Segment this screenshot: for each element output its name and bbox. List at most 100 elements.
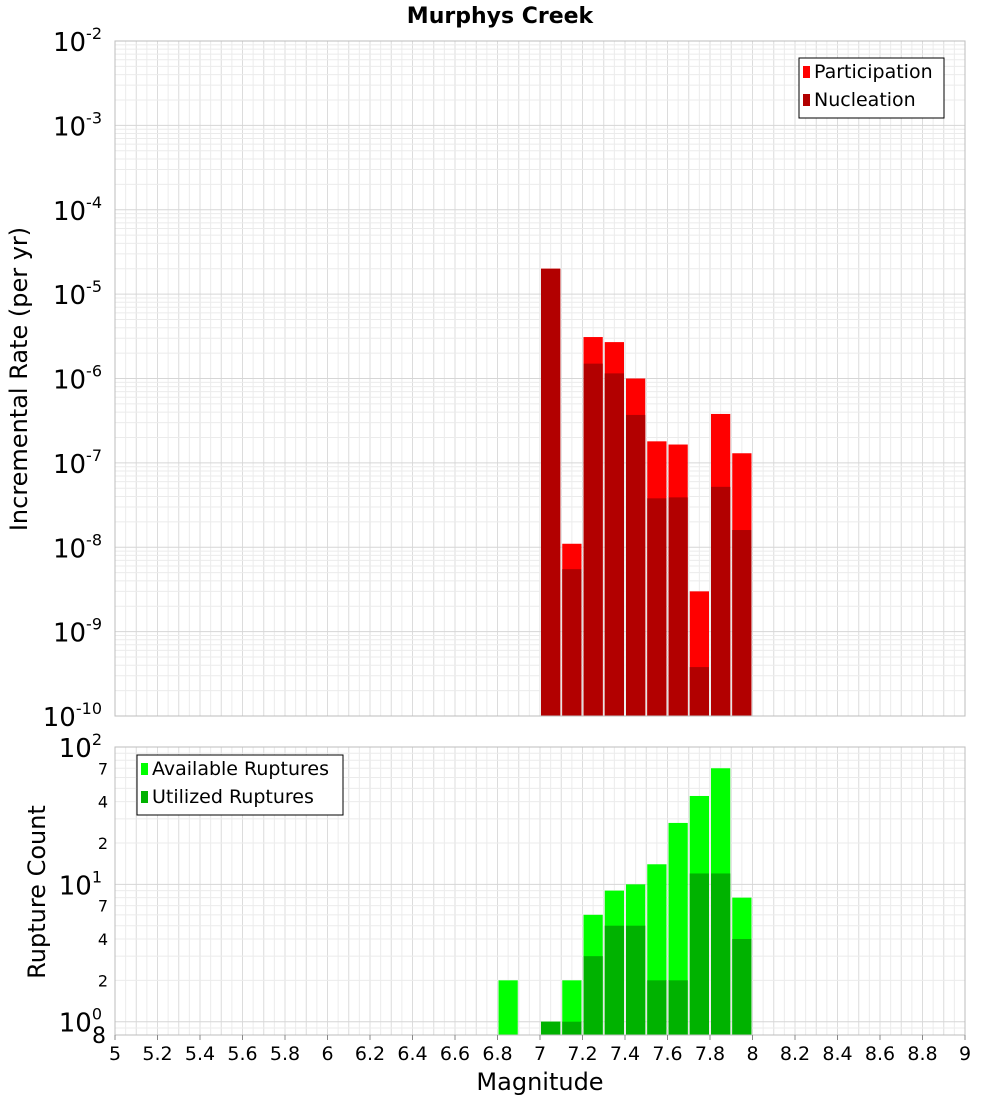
bottom-y-axis-label: Rupture Count — [23, 805, 51, 979]
bar-nucleation — [732, 530, 752, 716]
x-tick-label: 8.2 — [780, 1043, 810, 1065]
x-tick-label: 7.6 — [652, 1043, 682, 1065]
x-tick-label: 5.6 — [227, 1043, 257, 1065]
bar-nucleation — [583, 363, 603, 716]
y-tick-label: 10-5 — [53, 277, 102, 311]
y-tick-label: 10-10 — [43, 699, 102, 733]
top-legend: Participation Nucleation — [798, 57, 945, 119]
x-tick-label: 8.6 — [865, 1043, 895, 1065]
legend-label: Nucleation — [814, 89, 916, 111]
bar-utilized-ruptures — [711, 873, 731, 1035]
bar-nucleation — [647, 498, 667, 716]
y-tick-label: 10-4 — [53, 193, 102, 227]
x-tick-label: 9 — [959, 1043, 971, 1065]
bar-nucleation — [541, 268, 561, 716]
bar-nucleation — [562, 569, 582, 716]
legend-swatch — [141, 791, 148, 803]
bottom-legend: Available Ruptures Utilized Ruptures — [136, 754, 344, 816]
bar-utilized-ruptures — [668, 980, 688, 1035]
x-tick-label: 8.4 — [822, 1043, 852, 1065]
y-tick-base: 10 — [53, 366, 86, 396]
y-tick-exponent: 1 — [92, 867, 102, 886]
x-tick-label: 7 — [534, 1043, 546, 1065]
bar-nucleation — [711, 486, 731, 716]
bar-nucleation — [689, 667, 709, 716]
x-tick-label: 5.4 — [185, 1043, 215, 1065]
y-tick-base: 10 — [43, 703, 76, 733]
y-tick-label: 8 — [92, 1024, 106, 1049]
y-tick-label: 2 — [98, 834, 108, 853]
x-tick-label: 8 — [746, 1043, 758, 1065]
bar-available-ruptures — [498, 980, 518, 1035]
bar-utilized-ruptures — [626, 925, 646, 1035]
y-tick-base: 10 — [53, 28, 86, 58]
legend-label: Available Ruptures — [152, 758, 329, 780]
y-tick-exponent: 2 — [92, 730, 102, 749]
top-y-axis-label: Incremental Rate (per yr) — [5, 227, 33, 531]
x-tick-label: 5.8 — [270, 1043, 300, 1065]
y-tick-label: 10-7 — [53, 446, 102, 480]
legend-swatch — [803, 94, 810, 106]
y-tick-label: 10-6 — [53, 362, 102, 396]
y-tick-label: 7 — [98, 759, 108, 778]
y-tick-exponent: -3 — [86, 108, 102, 127]
x-tick-label: 5.2 — [142, 1043, 172, 1065]
bar-nucleation — [626, 414, 646, 716]
x-tick-label: 6.8 — [482, 1043, 512, 1065]
y-tick-exponent: -6 — [86, 362, 102, 381]
y-tick-label: 4 — [98, 793, 108, 812]
bar-utilized-ruptures — [604, 925, 624, 1035]
y-tick-label: 10-9 — [53, 615, 102, 649]
y-tick-base: 10 — [59, 734, 92, 764]
y-tick-base: 10 — [59, 1009, 92, 1039]
y-tick-exponent: -2 — [86, 24, 102, 43]
x-tick-label: 5 — [109, 1043, 121, 1065]
bar-utilized-ruptures — [583, 956, 603, 1035]
x-tick-label: 6.6 — [440, 1043, 470, 1065]
legend-swatch — [141, 763, 148, 775]
legend-box — [136, 754, 344, 816]
y-tick-base: 10 — [53, 619, 86, 649]
bar-available-ruptures — [562, 980, 582, 1035]
top-plot: 10-210-310-410-510-610-710-810-910-10 — [43, 24, 966, 733]
bar-utilized-ruptures — [689, 873, 709, 1035]
plot-frame — [114, 40, 966, 717]
y-tick-label: 102 — [59, 730, 102, 764]
x-tick-label: 7.2 — [567, 1043, 597, 1065]
y-tick-label: 10-8 — [53, 530, 102, 564]
y-tick-base: 10 — [59, 871, 92, 901]
y-tick-base: 10 — [53, 450, 86, 480]
x-tick-label: 6.2 — [355, 1043, 385, 1065]
y-tick-base: 10 — [53, 534, 86, 564]
y-tick-label: 2 — [98, 971, 108, 990]
y-tick-label: 4 — [98, 930, 108, 949]
y-tick-base: 10 — [53, 112, 86, 142]
y-tick-exponent: -4 — [86, 193, 102, 212]
y-tick-exponent: -9 — [86, 615, 102, 634]
y-tick-label: 10-2 — [53, 24, 102, 58]
chart-title: Murphys Creek — [407, 4, 595, 29]
x-axis-ticks: 5 5.2 5.4 5.6 5.8 6 6.2 6.4 6.6 6.8 7 7.2 7.4 7.6 7.8 8… — [109, 1035, 971, 1065]
y-tick-base: 10 — [53, 281, 86, 311]
x-tick-label: 6.4 — [397, 1043, 427, 1065]
x-axis-label: Magnitude — [476, 1068, 603, 1096]
legend-label: Participation — [814, 61, 933, 83]
y-tick-label: 100 — [59, 1005, 102, 1039]
x-tick-label: 8.8 — [907, 1043, 937, 1065]
y-tick-exponent: -5 — [86, 277, 102, 296]
bar-utilized-ruptures — [647, 980, 667, 1035]
bar-nucleation — [604, 373, 624, 716]
y-tick-exponent: -10 — [76, 699, 102, 718]
y-tick-exponent: -7 — [86, 446, 102, 465]
x-tick-label: 6 — [321, 1043, 333, 1065]
bar-nucleation — [668, 497, 688, 716]
x-tick-label: 7.4 — [610, 1043, 640, 1065]
y-tick-label: 10-3 — [53, 108, 102, 142]
bar-utilized-ruptures — [562, 1021, 582, 1035]
legend-swatch — [803, 66, 810, 78]
legend-box — [798, 57, 945, 119]
